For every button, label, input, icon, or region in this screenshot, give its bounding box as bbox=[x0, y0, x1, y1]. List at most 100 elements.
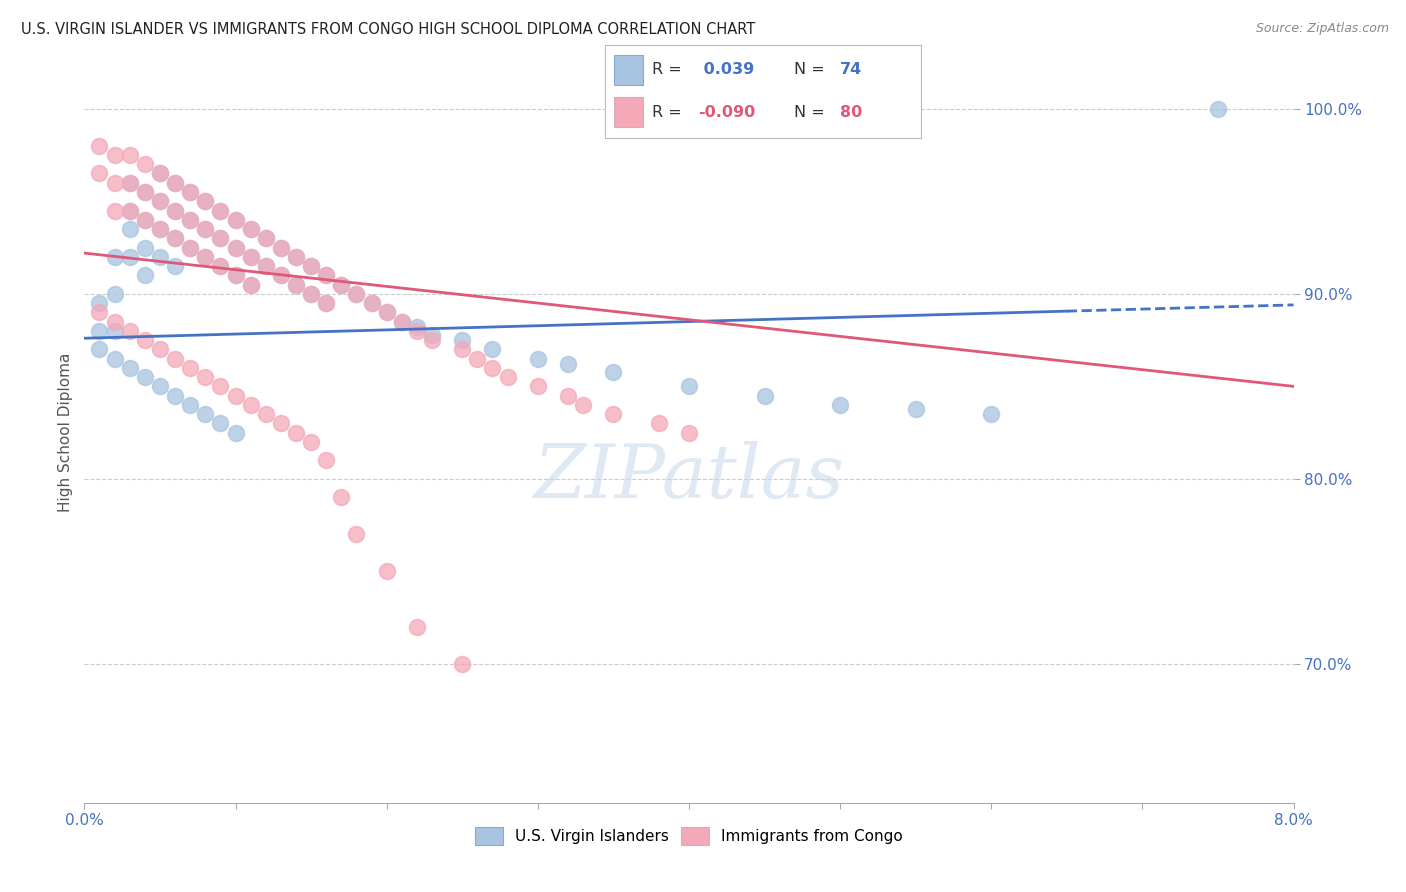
Point bbox=[165, 176, 187, 190]
Point bbox=[239, 277, 262, 292]
Point bbox=[360, 296, 382, 310]
Point bbox=[194, 370, 217, 384]
Text: N =: N = bbox=[794, 62, 825, 78]
Point bbox=[239, 277, 262, 292]
Point bbox=[904, 401, 927, 416]
Point bbox=[496, 370, 519, 384]
Point bbox=[149, 379, 172, 393]
Text: R =: R = bbox=[652, 104, 682, 120]
Point bbox=[134, 212, 156, 227]
Point bbox=[118, 250, 141, 264]
Point bbox=[179, 240, 201, 254]
Point bbox=[481, 360, 503, 375]
Point bbox=[527, 379, 550, 393]
Point bbox=[678, 425, 700, 440]
Point bbox=[346, 527, 368, 541]
Point bbox=[254, 231, 277, 245]
Point bbox=[1206, 102, 1229, 116]
Point bbox=[104, 203, 127, 218]
Point bbox=[299, 259, 322, 273]
Point bbox=[391, 314, 413, 328]
Point bbox=[225, 268, 247, 283]
Point bbox=[315, 268, 337, 283]
Legend: U.S. Virgin Islanders, Immigrants from Congo: U.S. Virgin Islanders, Immigrants from C… bbox=[470, 821, 908, 851]
Point bbox=[315, 453, 337, 467]
Point bbox=[754, 389, 776, 403]
Point bbox=[134, 157, 156, 171]
Text: N =: N = bbox=[794, 104, 825, 120]
Point bbox=[118, 324, 141, 338]
Point bbox=[149, 222, 172, 236]
Point bbox=[406, 620, 429, 634]
Point bbox=[165, 231, 187, 245]
Text: R =: R = bbox=[652, 62, 682, 78]
Point bbox=[299, 259, 322, 273]
Text: U.S. VIRGIN ISLANDER VS IMMIGRANTS FROM CONGO HIGH SCHOOL DIPLOMA CORRELATION CH: U.S. VIRGIN ISLANDER VS IMMIGRANTS FROM … bbox=[21, 22, 755, 37]
Point bbox=[375, 305, 398, 319]
Text: ZIPatlas: ZIPatlas bbox=[533, 441, 845, 513]
Point bbox=[225, 240, 247, 254]
Point bbox=[648, 417, 671, 431]
Point bbox=[118, 176, 141, 190]
Point bbox=[285, 277, 308, 292]
Point bbox=[104, 250, 127, 264]
Point bbox=[165, 389, 187, 403]
Point bbox=[194, 222, 217, 236]
Point bbox=[165, 259, 187, 273]
Point bbox=[285, 277, 308, 292]
Point bbox=[149, 194, 172, 209]
Point bbox=[330, 277, 353, 292]
Point bbox=[149, 250, 172, 264]
Point bbox=[118, 203, 141, 218]
Point bbox=[330, 277, 353, 292]
Point bbox=[360, 296, 382, 310]
Point bbox=[89, 324, 111, 338]
Point bbox=[149, 343, 172, 357]
Point bbox=[104, 286, 127, 301]
Point bbox=[134, 333, 156, 347]
Point bbox=[830, 398, 852, 412]
Point bbox=[179, 240, 201, 254]
Point bbox=[134, 212, 156, 227]
Point bbox=[179, 398, 201, 412]
Point bbox=[165, 203, 187, 218]
Point bbox=[254, 259, 277, 273]
Point bbox=[194, 250, 217, 264]
Point bbox=[330, 491, 353, 505]
Point bbox=[194, 194, 217, 209]
Point bbox=[89, 305, 111, 319]
Point bbox=[239, 250, 262, 264]
Point bbox=[270, 417, 292, 431]
Text: Source: ZipAtlas.com: Source: ZipAtlas.com bbox=[1256, 22, 1389, 36]
Point bbox=[194, 194, 217, 209]
Point bbox=[572, 398, 595, 412]
Point bbox=[420, 333, 443, 347]
Point bbox=[149, 166, 172, 180]
Point bbox=[254, 259, 277, 273]
Text: 74: 74 bbox=[841, 62, 862, 78]
Point bbox=[104, 324, 127, 338]
Point bbox=[391, 314, 413, 328]
Point bbox=[104, 351, 127, 366]
Point bbox=[194, 250, 217, 264]
Point bbox=[225, 240, 247, 254]
Point bbox=[285, 250, 308, 264]
Text: -0.090: -0.090 bbox=[697, 104, 755, 120]
Point bbox=[527, 351, 550, 366]
Point bbox=[315, 296, 337, 310]
Text: 80: 80 bbox=[841, 104, 862, 120]
Point bbox=[104, 176, 127, 190]
Point bbox=[118, 360, 141, 375]
Point bbox=[225, 268, 247, 283]
Point bbox=[209, 417, 232, 431]
Point bbox=[134, 268, 156, 283]
Point bbox=[451, 657, 474, 671]
Point bbox=[165, 203, 187, 218]
Point bbox=[420, 327, 443, 342]
Point bbox=[134, 185, 156, 199]
Point bbox=[225, 212, 247, 227]
Point bbox=[194, 407, 217, 421]
Point bbox=[179, 212, 201, 227]
Point bbox=[270, 240, 292, 254]
Point bbox=[165, 176, 187, 190]
